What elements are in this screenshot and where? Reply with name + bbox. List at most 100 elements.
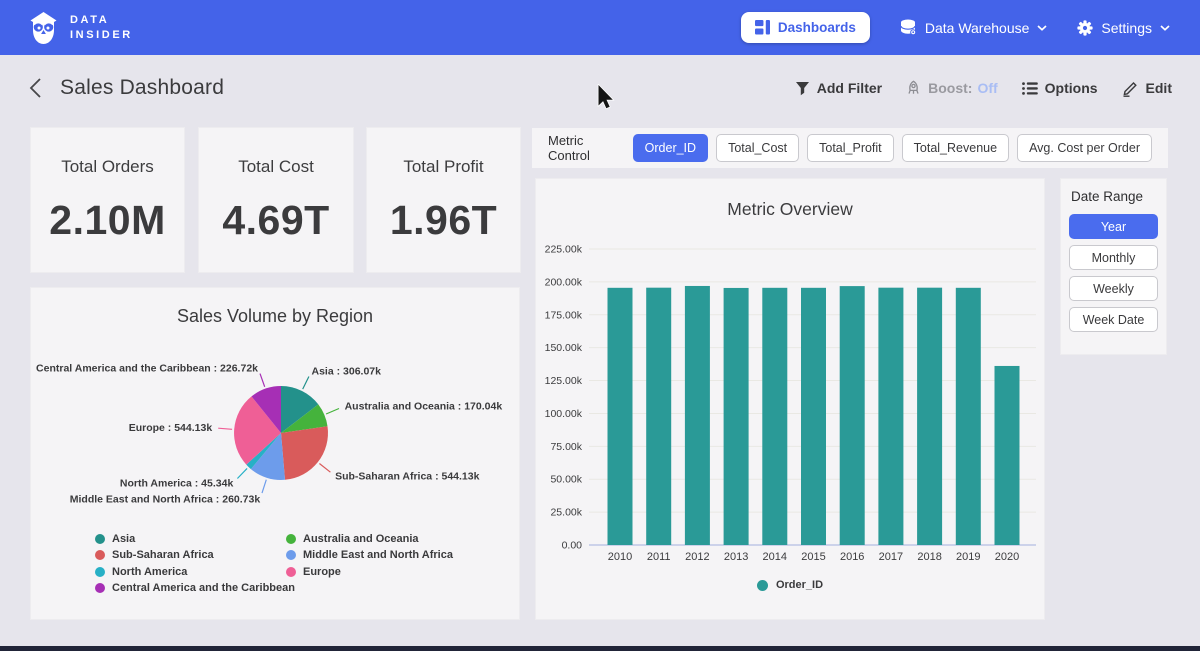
legend-swatch xyxy=(95,550,105,561)
date-option-weekly[interactable]: Weekly xyxy=(1069,276,1158,301)
pie-chart: Asia : 306.07k Australia and Oceania : 17… xyxy=(36,362,503,505)
pie-legend-item[interactable]: Asia xyxy=(95,533,295,545)
boost-value: Off xyxy=(977,80,998,96)
metric-chip-total-profit[interactable]: Total_Profit xyxy=(807,134,894,162)
edit-label: Edit xyxy=(1145,80,1172,96)
pencil-icon xyxy=(1123,81,1137,97)
legend-swatch xyxy=(95,583,105,594)
legend-label: Australia and Oceania xyxy=(303,532,419,545)
legend-swatch xyxy=(756,579,768,591)
pie-slice-label: Central America and the Caribbean : 226.… xyxy=(36,362,258,374)
edit-button[interactable]: Edit xyxy=(1122,80,1172,97)
legend-swatch xyxy=(286,550,296,561)
pie-legend-item[interactable]: North America xyxy=(95,566,295,578)
svg-text:125.00k: 125.00k xyxy=(545,375,583,387)
date-range-card: Date Range Year Monthly Weekly Week Date xyxy=(1060,178,1167,355)
pie-legend-column: Asia Sub-Saharan Africa North America Centr… xyxy=(95,533,295,594)
date-option-year[interactable]: Year xyxy=(1069,214,1158,239)
legend-label: Sub-Saharan Africa xyxy=(112,549,214,562)
kpi-label: Total Cost xyxy=(238,156,314,176)
kpi-value: 1.96T xyxy=(389,196,498,243)
list-icon xyxy=(1021,81,1038,95)
x-tick: 2010 xyxy=(608,551,632,563)
navbar-menu: Dashboards Data Warehouse xyxy=(740,12,1170,43)
chevron-left-icon xyxy=(29,78,41,98)
add-filter-button[interactable]: Add Filter xyxy=(795,80,882,96)
bar-2018[interactable] xyxy=(917,287,943,545)
svg-text:100.00k: 100.00k xyxy=(545,408,583,420)
data-warehouse-label: Data Warehouse xyxy=(924,19,1030,36)
pie-slice[interactable] xyxy=(250,433,285,480)
metric-chip-avg-cost[interactable]: Avg. Cost per Order xyxy=(1017,134,1152,162)
pie-legend-column: Australia and Oceania Middle East and Nor… xyxy=(286,533,453,578)
chevron-down-icon xyxy=(1037,24,1047,31)
bar-2015[interactable] xyxy=(801,287,826,545)
bar-chart-title: Metric Overview xyxy=(727,199,853,219)
x-tick: 2012 xyxy=(685,551,709,563)
rocket-icon xyxy=(908,80,919,94)
bar-2020[interactable] xyxy=(994,365,1020,545)
legend-label: Order_ID xyxy=(775,579,824,591)
boost-toggle[interactable]: Boost: Off xyxy=(906,80,998,96)
dashboards-button[interactable]: Dashboards xyxy=(740,12,870,43)
pie-legend-item[interactable]: Sub-Saharan Africa xyxy=(95,549,295,562)
kpi-card-total-cost: Total Cost 4.69T xyxy=(198,127,354,273)
x-tick: 2015 xyxy=(801,551,825,563)
legend-label: Central America and the Caribbean xyxy=(112,582,295,595)
pie-legend-item[interactable]: Europe xyxy=(286,566,453,578)
brand-line2: INSIDER xyxy=(70,28,133,41)
bar-2011[interactable] xyxy=(646,287,672,545)
pie-legend-item[interactable]: Australia and Oceania xyxy=(286,533,453,545)
svg-text:25.00k: 25.00k xyxy=(550,507,582,519)
pie-slice-label: Australia and Oceania : 170.04k xyxy=(345,401,503,413)
pie-legend-item[interactable]: Middle East and North Africa xyxy=(286,549,453,562)
svg-text:225.00k: 225.00k xyxy=(545,244,583,256)
pie-slice[interactable] xyxy=(281,386,319,433)
x-tick: 2016 xyxy=(840,551,864,563)
x-tick: 2019 xyxy=(956,551,980,563)
svg-text:0.00: 0.00 xyxy=(562,540,583,552)
brand-logo[interactable]: DATA INSIDER xyxy=(27,11,133,45)
bar-2016[interactable] xyxy=(839,286,865,545)
settings-menu[interactable]: Settings xyxy=(1077,20,1170,36)
back-button[interactable] xyxy=(27,75,44,101)
filter-funnel-icon xyxy=(795,81,809,95)
pie-slice[interactable] xyxy=(234,396,281,465)
pie-slice[interactable] xyxy=(281,426,328,480)
chevron-down-icon xyxy=(1160,24,1170,31)
date-option-monthly[interactable]: Monthly xyxy=(1069,245,1158,270)
settings-label: Settings xyxy=(1101,19,1152,36)
metric-chip-total-revenue[interactable]: Total_Revenue xyxy=(901,134,1010,162)
bar-2014[interactable] xyxy=(762,287,788,545)
bar-2012[interactable] xyxy=(684,285,710,545)
pie-slice[interactable] xyxy=(251,386,282,433)
x-tick: 2020 xyxy=(995,551,1019,563)
bar-chart-card: 0.00 25.00k 50.00k 75.00k 100.00k 125.00k 150.… xyxy=(535,178,1045,620)
pie-slice-label: Middle East and North Africa : 260.73k xyxy=(70,493,261,505)
bar-2010[interactable] xyxy=(607,287,633,545)
date-option-week-date[interactable]: Week Date xyxy=(1069,307,1158,332)
page-header: Sales Dashboard Add Filter Boost: Off xyxy=(0,55,1200,121)
pie-legend-item[interactable]: Central America and the Caribbean xyxy=(95,582,295,595)
data-warehouse-menu[interactable]: Data Warehouse xyxy=(900,19,1048,36)
gear-icon xyxy=(1077,19,1094,36)
options-button[interactable]: Options xyxy=(1021,80,1098,96)
svg-text:150.00k: 150.00k xyxy=(545,342,583,354)
legend-label: North America xyxy=(112,565,188,578)
metric-chip-order-id[interactable]: Order_ID xyxy=(632,134,709,162)
pie-slice[interactable] xyxy=(281,404,328,433)
bar-2013[interactable] xyxy=(723,287,749,545)
metric-control-bar: Metric Control Order_ID Total_Cost Total… xyxy=(532,128,1168,168)
svg-text:75.00k: 75.00k xyxy=(550,441,582,453)
svg-text:175.00k: 175.00k xyxy=(545,309,583,321)
window-edge-strip xyxy=(0,646,1200,651)
bar-chart-legend[interactable]: Order_ID xyxy=(536,579,1044,591)
x-tick: 2011 xyxy=(647,551,671,563)
bar-2017[interactable] xyxy=(878,287,904,545)
pie-slice[interactable] xyxy=(246,433,281,470)
metric-chip-total-cost[interactable]: Total_Cost xyxy=(716,134,800,162)
legend-label: Middle East and North Africa xyxy=(303,549,453,562)
add-filter-label: Add Filter xyxy=(816,80,883,96)
bar-2019[interactable] xyxy=(955,287,981,545)
owl-logo-icon xyxy=(30,11,57,44)
